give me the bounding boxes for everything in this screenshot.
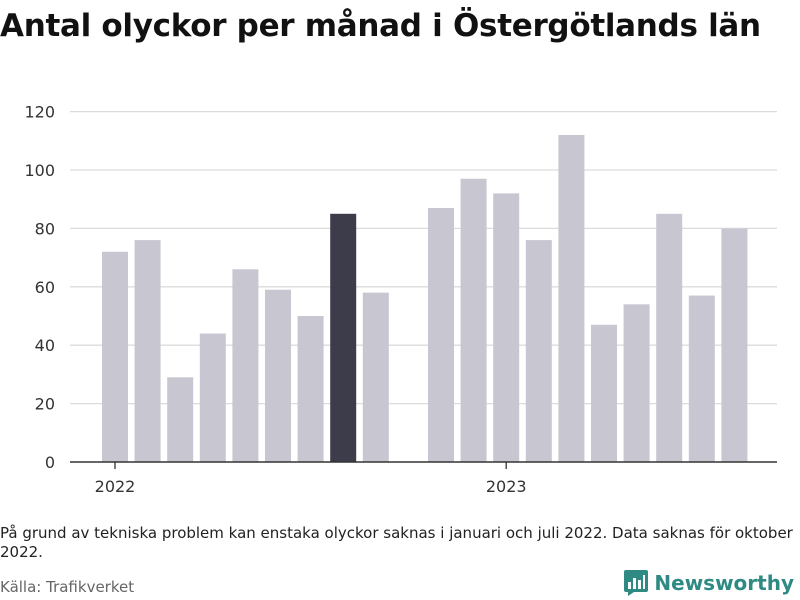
y-tick-label: 0 [45, 453, 55, 472]
newsworthy-logo-icon [624, 570, 649, 596]
source-text: Källa: Trafikverket [0, 578, 135, 596]
bar-2023-07 [688, 295, 715, 462]
x-tick-label: 2023 [486, 477, 527, 496]
bar-2023-02 [525, 240, 552, 462]
data-label: 80 [756, 70, 778, 75]
bars [102, 134, 748, 463]
y-tick-label: 80 [35, 219, 55, 238]
bar-2022-09 [362, 292, 389, 462]
brand-name: Newsworthy [654, 571, 794, 595]
bar-2022-01 [102, 251, 128, 462]
bar-2022-04 [199, 333, 226, 462]
bar-chart: 0 20 40 60 80 100 120 80 2022 2023 [24, 70, 778, 496]
x-tick-label: 2022 [95, 477, 136, 496]
y-tick-label: 100 [24, 161, 55, 180]
y-tick-label: 60 [35, 278, 55, 297]
bar-2022-02 [134, 240, 161, 462]
bar-2023-01 [493, 193, 520, 463]
bar-2023-06 [656, 213, 683, 462]
bar-2022-07 [297, 316, 324, 462]
bar-2023-08 [721, 228, 748, 462]
bar-2023-05 [623, 304, 650, 462]
bar-2022-05 [232, 269, 259, 462]
data-labels: 80 [756, 70, 778, 75]
bar-2023-03 [558, 134, 585, 462]
y-tick-label: 20 [35, 395, 55, 414]
bar-2022-06 [265, 289, 291, 462]
y-axis-ticks: 0 20 40 60 80 100 120 [24, 103, 55, 472]
bar-2022-08 [330, 213, 357, 462]
y-tick-label: 40 [35, 336, 55, 355]
bar-2022-03 [167, 377, 194, 462]
bar-2022-11 [428, 207, 454, 462]
brand-logo: Newsworthy [624, 570, 794, 596]
y-tick-label: 120 [24, 103, 55, 122]
x-axis: 2022 2023 [70, 461, 777, 496]
bar-2023-04 [591, 324, 617, 462]
chart-title: Antal olyckor per månad i Östergötlands … [0, 8, 761, 44]
bar-2022-12 [460, 178, 487, 462]
footnote: På grund av tekniska problem kan enstaka… [0, 524, 793, 561]
